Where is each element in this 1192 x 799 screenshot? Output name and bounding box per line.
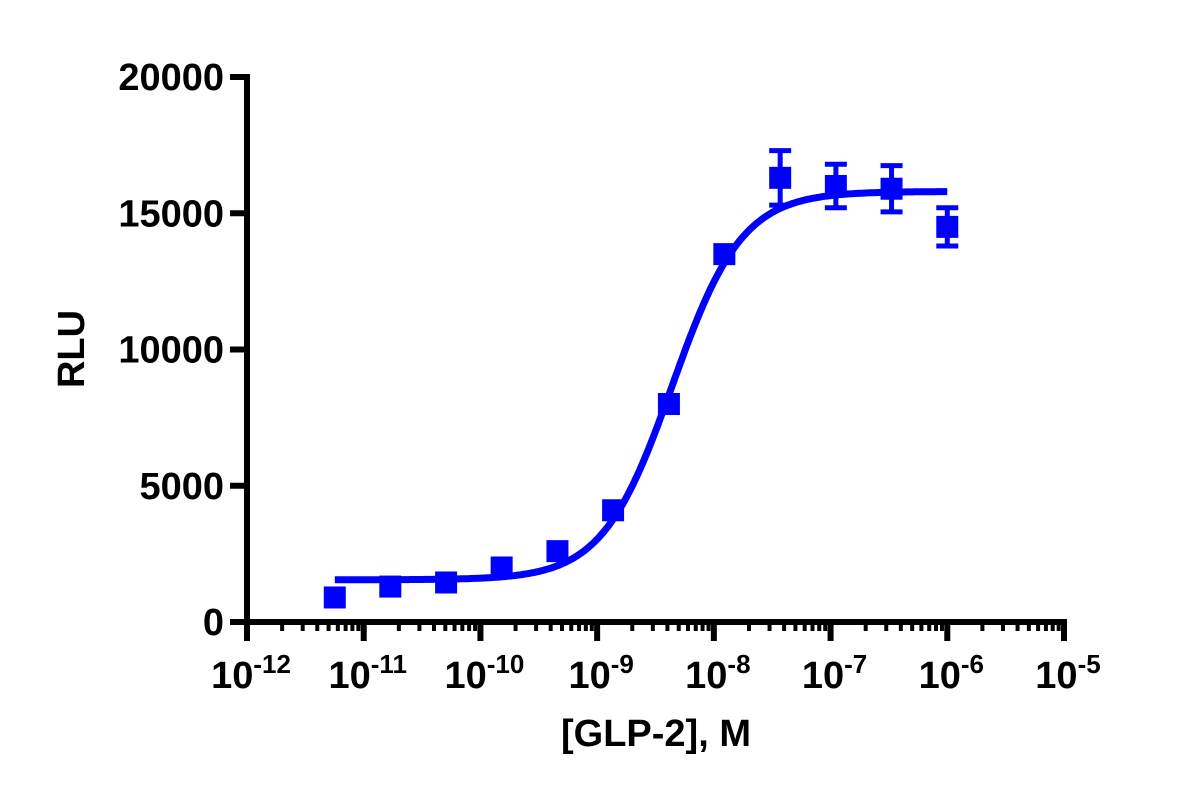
x-tick-base: 10	[444, 655, 486, 697]
x-tick-exponent: -5	[1078, 649, 1101, 679]
x-tick-label: 10-8	[685, 649, 750, 697]
data-point	[379, 575, 402, 598]
data-point	[936, 215, 959, 238]
x-tick-exponent: -11	[371, 649, 407, 679]
x-tick-exponent: -8	[727, 649, 750, 679]
x-tick-base: 10	[211, 655, 253, 697]
x-tick-label: 10-9	[568, 649, 633, 697]
fit-curve	[334, 188, 948, 584]
x-tick-exponent: -12	[253, 649, 291, 679]
x-tick-base: 10	[919, 655, 961, 697]
data-points	[323, 148, 959, 609]
x-tick-exponent: -6	[961, 649, 984, 679]
y-tick-label: 20000	[118, 57, 224, 99]
x-tick-exponent: -10	[487, 649, 525, 679]
data-point	[435, 571, 458, 594]
x-tick-label: 10-6	[919, 649, 984, 697]
data-point	[657, 393, 680, 415]
data-point	[880, 177, 903, 200]
x-tick-base: 10	[1035, 655, 1077, 697]
x-tick-label: 10-10	[444, 649, 524, 697]
x-tick-exponent: -9	[611, 649, 634, 679]
data-point	[602, 499, 625, 522]
y-tick-label: 15000	[118, 193, 224, 235]
x-tick-exponent: -7	[844, 649, 867, 679]
x-tick-label: 10-7	[802, 649, 867, 697]
axes: 10-12 10-11 10-10 10-9 10-8 10-7 10-6 10-505000…	[118, 57, 1100, 697]
data-point	[546, 540, 569, 563]
data-point	[323, 586, 346, 609]
data-point	[769, 166, 792, 189]
x-axis-label: [GLP-2], M	[561, 713, 751, 755]
x-tick-label: 10-5	[1035, 649, 1100, 697]
x-tick-label: 10-11	[328, 649, 406, 697]
y-tick-label: 5000	[139, 466, 224, 508]
x-tick-base: 10	[802, 655, 844, 697]
data-point	[490, 556, 513, 579]
fit-curve-group	[334, 188, 948, 584]
data-point	[713, 243, 736, 266]
x-tick-label: 10-12	[211, 649, 291, 697]
y-tick-label: 10000	[118, 330, 224, 372]
x-tick-base: 10	[685, 655, 727, 697]
data-point	[824, 175, 847, 197]
x-tick-base: 10	[568, 655, 610, 697]
y-axis-label: RLU	[51, 310, 93, 388]
y-tick-label: 0	[203, 602, 224, 644]
x-tick-base: 10	[328, 655, 370, 697]
